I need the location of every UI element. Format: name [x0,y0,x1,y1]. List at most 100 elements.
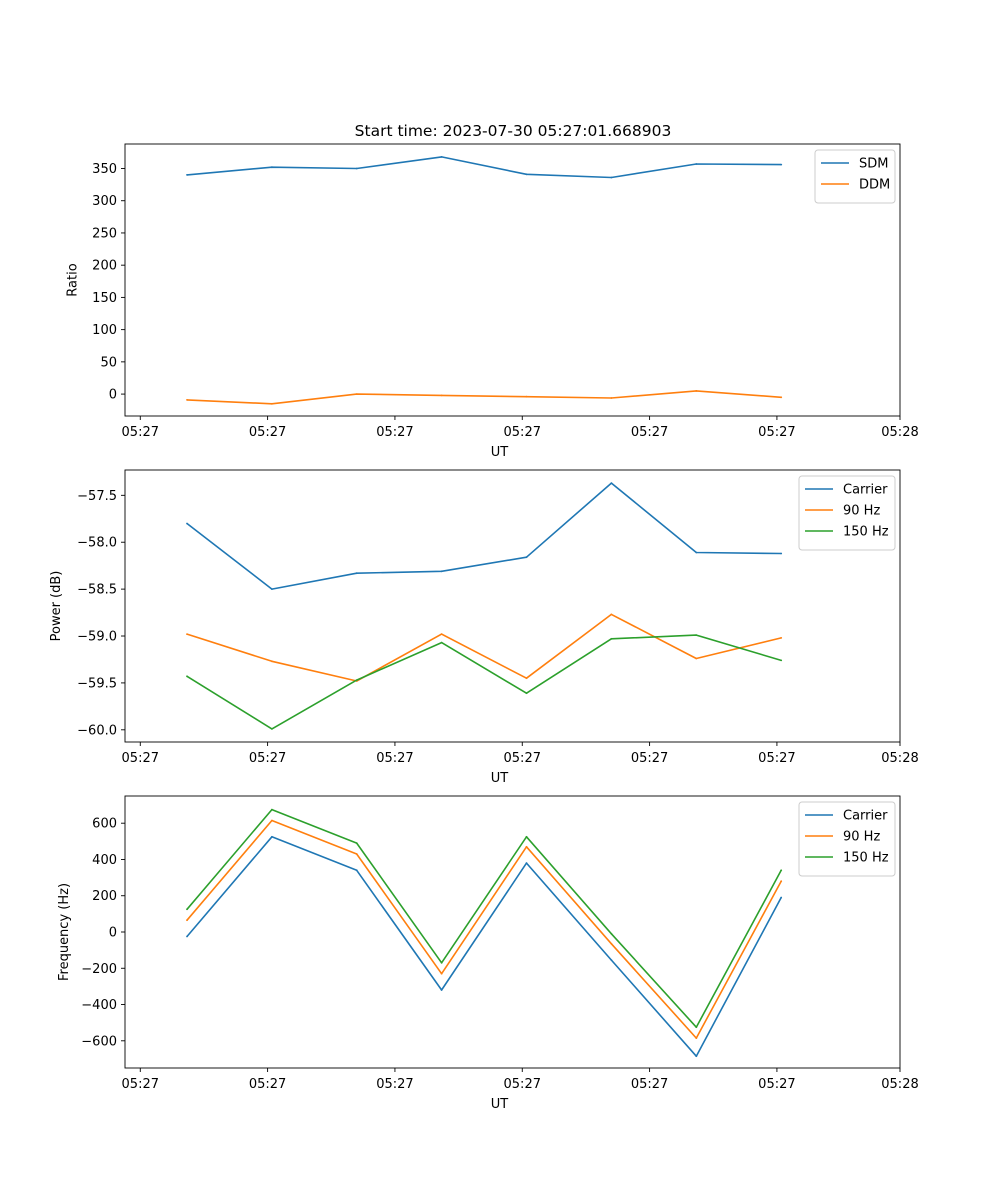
y-tick-label: −200 [81,962,117,977]
data-point [355,167,358,170]
y-tick-label: −57.5 [77,489,117,504]
data-point [186,675,188,678]
data-point [610,637,613,640]
data-point [271,808,273,811]
data-point [186,522,188,525]
data-point [525,395,528,398]
data-point [271,819,273,822]
legend-label: 150 Hz [843,525,889,540]
data-point [271,835,273,838]
data-point [695,551,698,554]
power-panel: 05:27 05:27 05:27 05:27 05:27 05:27 05:28 −60.0… [49,469,919,786]
data-point [355,853,358,855]
y-tick-label: 150 [92,291,117,306]
data-point [440,570,443,573]
data-point [695,1026,698,1029]
x-axis-label: UT [491,771,509,786]
data-point [440,641,443,644]
data-point [780,637,783,639]
data-point [355,572,358,575]
data-point [186,919,188,922]
legend: SDM DDM [814,149,896,204]
x-tick-label: 05:28 [881,751,918,766]
data-point [186,174,188,176]
x-tick-label: 05:27 [631,425,668,440]
series-line-90-hz [186,819,782,1039]
legend-label: 90 Hz [843,504,880,519]
x-tick-label: 05:27 [249,425,286,440]
y-tick-label: 100 [92,323,117,338]
series-line-carrier [186,482,782,590]
data-point [695,390,698,392]
y-tick-label: −59.0 [77,630,117,645]
x-tick-label: 05:27 [376,1077,413,1092]
legend: Carrier 90 Hz 150 Hz [798,475,896,551]
data-point [271,166,273,169]
legend-label: Carrier [843,809,888,824]
x-tick-label: 05:27 [504,425,541,440]
y-tick-label: 250 [92,226,117,241]
data-point [271,660,273,663]
axes-frame [124,143,901,417]
legend: Carrier 90 Hz 150 Hz [798,801,896,877]
data-point [780,880,783,883]
data-point [695,1055,698,1058]
data-point [271,728,273,730]
data-point [355,842,358,844]
y-tick-label: 200 [92,259,117,274]
figure-title: Start time: 2023-07-30 05:27:01.668903 [355,122,672,140]
y-tick-label: 50 [100,355,117,370]
data-point [695,163,698,165]
x-tick-label: 05:27 [122,425,159,440]
data-point [440,394,443,397]
data-point [355,869,358,872]
series-line-ddm [186,390,782,405]
data-point [525,556,528,559]
data-point [525,173,528,176]
series-line-150-hz [186,634,782,730]
axes-frame [124,469,901,743]
y-tick-label: 0 [109,926,117,941]
data-point [186,908,188,911]
y-tick-label: 300 [92,194,117,209]
legend-label: DDM [859,178,890,193]
data-point [695,1037,698,1039]
x-tick-label: 05:27 [504,751,541,766]
y-axis-label: Frequency (Hz) [57,883,72,981]
series-line-carrier [186,835,782,1057]
data-point [355,679,358,681]
x-tick-label: 05:27 [376,425,413,440]
data-point [186,633,188,635]
x-axis-label: UT [491,445,509,460]
series-line-150-hz [186,808,782,1028]
data-point [780,896,783,899]
data-point [440,633,443,635]
data-point [525,862,528,864]
data-point [525,845,528,848]
data-point [610,613,613,616]
y-tick-label: −400 [81,998,117,1013]
data-point [780,869,783,872]
data-point [440,961,443,964]
x-tick-label: 05:27 [631,751,668,766]
data-point [525,835,528,838]
data-point [780,552,783,555]
x-tick-label: 05:27 [758,425,795,440]
x-tick-label: 05:27 [376,751,413,766]
series-line-sdm [186,156,782,179]
x-tick-label: 05:27 [249,1077,286,1092]
data-point [440,972,443,975]
x-tick-label: 05:27 [758,1077,795,1092]
frequency-panel: 05:27 05:27 05:27 05:27 05:27 05:27 05:28 −600 −… [57,795,919,1112]
legend-label: Carrier [843,483,888,498]
x-tick-label: 05:27 [631,1077,668,1092]
data-point [440,989,443,991]
ratio-panel: 05:27 05:27 05:27 05:27 05:27 05:27 05:28 0 50 10… [65,143,919,460]
x-tick-label: 05:27 [249,751,286,766]
data-point [186,935,188,938]
y-tick-label: −600 [81,1034,117,1049]
y-tick-label: −58.5 [77,583,117,598]
data-point [271,402,273,405]
y-tick-label: 600 [92,817,117,832]
data-point [780,659,783,662]
